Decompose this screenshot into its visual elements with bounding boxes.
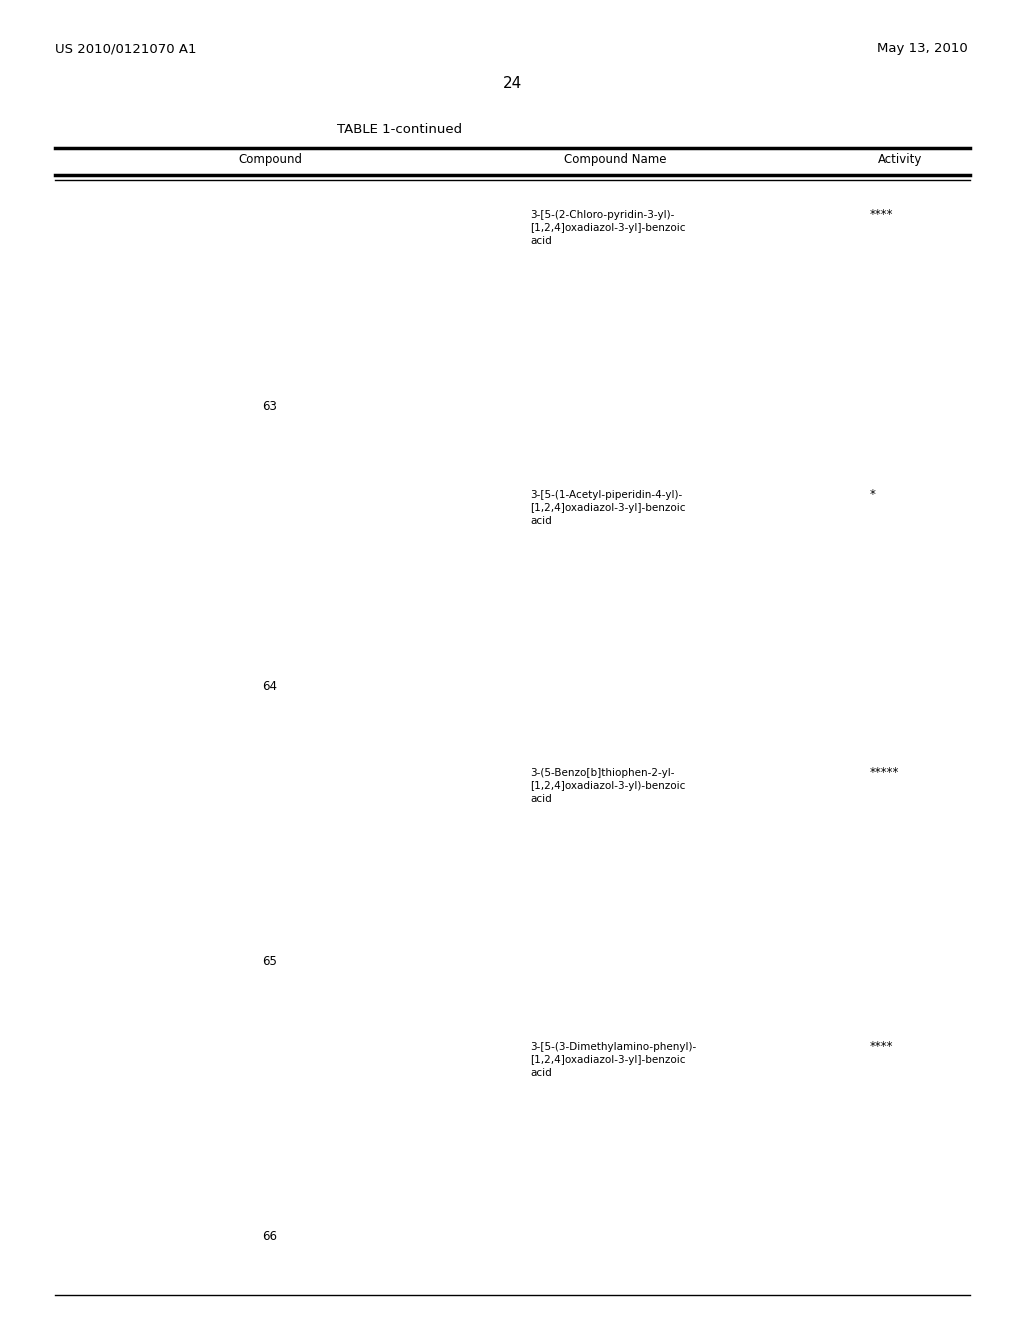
- Text: 3-[5-(1-Acetyl-piperidin-4-yl)-: 3-[5-(1-Acetyl-piperidin-4-yl)-: [530, 490, 682, 500]
- Text: 65: 65: [262, 954, 278, 968]
- Text: ****: ****: [870, 209, 894, 220]
- Text: ****: ****: [870, 1040, 894, 1053]
- Text: Activity: Activity: [878, 153, 923, 166]
- Text: TABLE 1-continued: TABLE 1-continued: [338, 123, 463, 136]
- Text: 3-[5-(3-Dimethylamino-phenyl)-: 3-[5-(3-Dimethylamino-phenyl)-: [530, 1041, 696, 1052]
- Text: 3-(5-Benzo[b]thiophen-2-yl-: 3-(5-Benzo[b]thiophen-2-yl-: [530, 768, 675, 777]
- Text: *****: *****: [870, 766, 899, 779]
- Text: [1,2,4]oxadiazol-3-yl)-benzoic: [1,2,4]oxadiazol-3-yl)-benzoic: [530, 781, 685, 791]
- Text: acid: acid: [530, 516, 552, 525]
- Text: Compound Name: Compound Name: [564, 153, 667, 166]
- Text: 3-[5-(2-Chloro-pyridin-3-yl)-: 3-[5-(2-Chloro-pyridin-3-yl)-: [530, 210, 675, 220]
- Text: [1,2,4]oxadiazol-3-yl]-benzoic: [1,2,4]oxadiazol-3-yl]-benzoic: [530, 503, 685, 513]
- Text: acid: acid: [530, 1068, 552, 1078]
- Text: acid: acid: [530, 795, 552, 804]
- Text: May 13, 2010: May 13, 2010: [878, 42, 968, 55]
- Text: 64: 64: [262, 680, 278, 693]
- Text: acid: acid: [530, 236, 552, 246]
- Text: 66: 66: [262, 1230, 278, 1243]
- Text: Compound: Compound: [238, 153, 302, 166]
- Text: *: *: [870, 488, 876, 502]
- Text: 24: 24: [503, 77, 521, 91]
- Text: 63: 63: [262, 400, 278, 413]
- Text: [1,2,4]oxadiazol-3-yl]-benzoic: [1,2,4]oxadiazol-3-yl]-benzoic: [530, 1055, 685, 1065]
- Text: [1,2,4]oxadiazol-3-yl]-benzoic: [1,2,4]oxadiazol-3-yl]-benzoic: [530, 223, 685, 234]
- Text: US 2010/0121070 A1: US 2010/0121070 A1: [55, 42, 197, 55]
